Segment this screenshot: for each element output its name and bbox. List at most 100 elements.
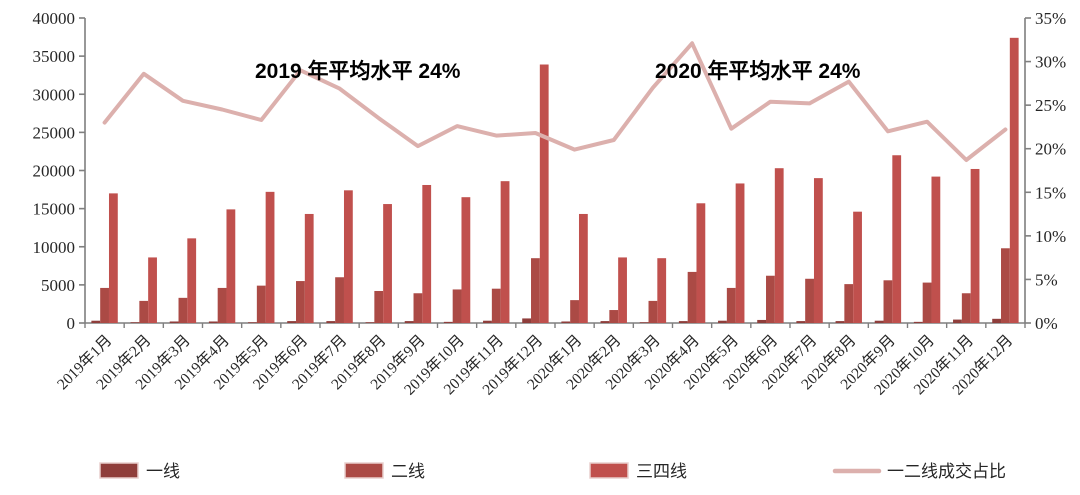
bar: [609, 310, 619, 323]
bar: [343, 190, 353, 323]
bar: [913, 321, 923, 323]
bar: [678, 321, 688, 323]
bar: [413, 293, 423, 323]
legend-item-二线: 二线: [344, 462, 425, 481]
bar: [1001, 248, 1010, 323]
bar: [922, 282, 932, 323]
bar-series-二线: [100, 248, 1010, 324]
legend-label: 二线: [391, 462, 425, 481]
legend-label: 一线: [146, 462, 180, 481]
bar: [726, 287, 736, 323]
x-axis: [84, 322, 1026, 328]
legend-swatch: [589, 462, 629, 479]
bar: [130, 322, 140, 323]
bar-series-三四线: [108, 37, 1019, 324]
bar: [383, 204, 392, 323]
legend-label: 一二线成交占比: [887, 462, 1006, 481]
bar: [522, 318, 532, 323]
bar: [296, 281, 305, 323]
right-axis-tick-label: 35%: [1035, 9, 1066, 28]
bar: [500, 181, 510, 323]
bar: [687, 271, 697, 323]
bar: [757, 319, 767, 323]
bar: [169, 321, 179, 323]
bar: [961, 293, 971, 323]
right-axis-tick-label: 20%: [1035, 140, 1066, 159]
bar: [835, 321, 845, 323]
bar: [531, 258, 540, 323]
bar: [374, 290, 384, 323]
bar: [139, 300, 149, 323]
right-axis-tick-label: 15%: [1035, 183, 1066, 202]
bar: [892, 155, 902, 323]
bar: [248, 322, 257, 323]
bar: [813, 178, 823, 324]
bar: [657, 258, 667, 323]
bar: [187, 238, 197, 323]
bar: [805, 278, 814, 323]
bar: [931, 176, 941, 323]
bar: [100, 287, 109, 323]
bar: [844, 284, 854, 323]
bar: [618, 257, 627, 323]
left-axis-tick-label: 10000: [33, 238, 76, 257]
bar: [287, 321, 297, 323]
legend: 一线 二线 三四线 一二线成交占比: [99, 462, 1006, 481]
bar: [91, 320, 101, 323]
bar: [217, 287, 227, 323]
bar: [735, 183, 745, 323]
bar: [491, 288, 501, 323]
bar: [404, 321, 414, 323]
legend-swatch: [99, 462, 139, 479]
bar: [256, 285, 266, 323]
bar: [774, 168, 784, 323]
bar: [365, 322, 375, 323]
bar: [452, 289, 462, 323]
average-annotation: 2019 年平均水平 24%: [255, 59, 461, 83]
bar: [422, 184, 432, 323]
bar: [304, 213, 314, 323]
bar: [148, 257, 157, 323]
bar: [208, 321, 218, 323]
bar: [883, 280, 893, 323]
bar: [600, 321, 610, 323]
right-axis-tick-label: 30%: [1035, 53, 1066, 72]
bar: [639, 322, 649, 323]
bar: [483, 320, 492, 323]
trend-line: [102, 41, 1008, 162]
bar: [539, 64, 549, 323]
bar: [461, 197, 471, 323]
bar: [178, 297, 188, 323]
bar: [853, 211, 862, 323]
right-axis-tick-label: 5%: [1035, 270, 1058, 289]
bar: [561, 321, 571, 323]
legend-item-一二线成交占比: 一二线成交占比: [832, 462, 1006, 481]
bar: [326, 321, 336, 323]
average-annotation: 2020 年平均水平 24%: [655, 59, 861, 83]
left-axis-tick-label: 25000: [33, 123, 76, 142]
left-axis-tick-label: 35000: [33, 47, 76, 66]
legend-label: 三四线: [636, 462, 687, 481]
bar: [970, 168, 980, 323]
bar: [265, 191, 275, 323]
bar: [796, 321, 806, 323]
left-axis-tick-label: 0: [67, 314, 76, 333]
bar: [696, 203, 706, 323]
bar: [108, 193, 118, 324]
x-axis-labels: 2019年1月2019年2月2019年3月2019年4月2019年5月2019年…: [53, 331, 1016, 399]
bar: [718, 320, 727, 323]
bar: [766, 275, 775, 323]
legend-item-一线: 一线: [99, 462, 180, 481]
bar: [648, 300, 658, 323]
bar: [335, 277, 344, 323]
left-axis-tick-label: 30000: [33, 85, 76, 104]
right-axis-tick-label: 25%: [1035, 96, 1066, 115]
left-axis-tick-label: 15000: [33, 200, 76, 219]
bar: [1009, 37, 1019, 323]
bars: [91, 37, 1019, 324]
left-axis-tick-label: 40000: [33, 9, 76, 28]
left-axis-tick-label: 20000: [33, 162, 76, 181]
bar: [226, 209, 236, 323]
